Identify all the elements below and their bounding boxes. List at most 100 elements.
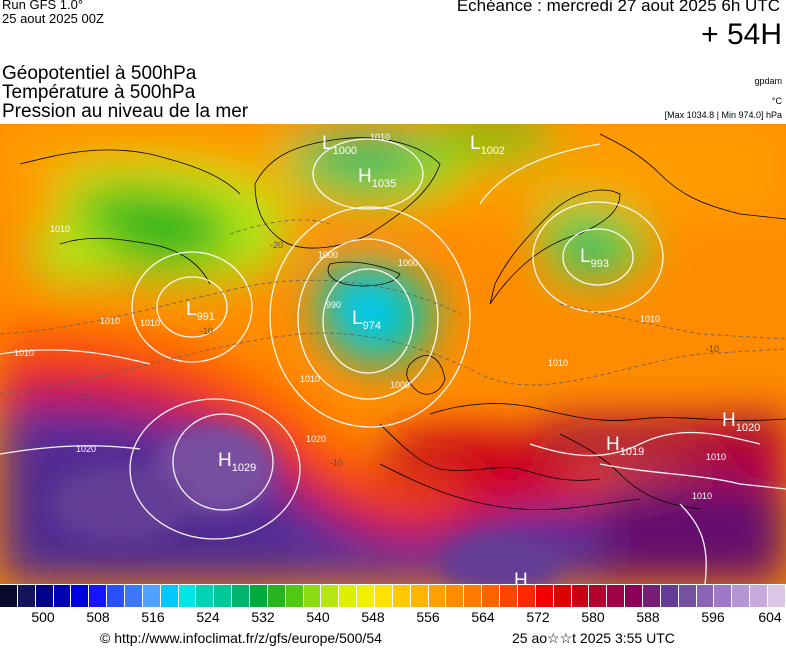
colorbar-tick-label: 556: [416, 609, 440, 625]
colorbar-cell: [750, 585, 768, 607]
isobar-label: 1010: [640, 314, 660, 324]
weather-map: L1000 L1002 H1035 L993 L991 L974 H1029 H1020 H10…: [0, 124, 786, 584]
colorbar-cell: [17, 585, 36, 607]
source-url: © http://www.infoclimat.fr/z/gfs/europe/…: [100, 630, 382, 646]
colorbar-cell: [428, 585, 447, 607]
colorbar-cell: [464, 585, 483, 607]
colorbar-cell: [714, 585, 733, 607]
isobar-label: 1010: [14, 348, 34, 358]
colorbar-cell: [214, 585, 233, 607]
run-date: 25 aout 2025 00Z: [2, 11, 104, 26]
colorbar-tick-label: 532: [251, 609, 275, 625]
colorbar-tick-label: 580: [581, 609, 605, 625]
isobar-label: 990: [326, 300, 341, 310]
isobar-label: 1010: [706, 452, 726, 462]
low-pressure-center: L991: [186, 299, 215, 323]
forecast-lead-time: + 54H: [701, 18, 782, 51]
colorbar-cell: [125, 585, 143, 607]
isotherm-label: -10: [706, 344, 719, 354]
low-pressure-center: L993: [580, 246, 609, 270]
colorbar-tick-label: 508: [86, 609, 110, 625]
colorbar-cell: [553, 585, 572, 607]
colorbar-cell: [660, 585, 679, 607]
isobar-label: 1010: [370, 132, 390, 142]
colorbar-cell: [517, 585, 536, 607]
forecast-valid-time: Echéance : mercredi 27 aout 2025 6h UTC: [456, 0, 780, 15]
coastlines: [19, 133, 786, 511]
isobar-label: 1010: [548, 358, 568, 368]
colorbar-tick-label: 500: [31, 609, 55, 625]
colorbar-cell: [232, 585, 251, 607]
high-pressure-center: H1020: [722, 410, 760, 434]
colorbar-tick-label: 548: [361, 609, 385, 625]
colorbar-cell: [303, 585, 322, 607]
colorbar-cell: [500, 585, 518, 607]
isobar-label: 1010: [50, 224, 70, 234]
colorbar-cell: [696, 585, 715, 607]
colorbar-cell: [107, 585, 126, 607]
high-pressure-center: H: [514, 570, 528, 584]
isobar-label: 1000: [398, 258, 418, 268]
isotherm-label: -20: [270, 240, 283, 250]
isobar-label: 1000: [390, 380, 410, 390]
unit-pressure-range: [Max 1034.8 | Min 974.0] hPa: [664, 110, 782, 120]
colorbar-cell: [0, 585, 18, 607]
colorbar-tick-label: 588: [636, 609, 660, 625]
colorbar-cell: [732, 585, 751, 607]
isobar-label: 1010: [100, 316, 120, 326]
colorbar-cell: [196, 585, 215, 607]
colorbar-tick-label: 524: [196, 609, 220, 625]
render-timestamp: 25 ao☆☆t 2025 3:55 UTC: [512, 630, 675, 646]
low-pressure-center: L974: [352, 308, 381, 332]
colorbar-cell: [642, 585, 661, 607]
title-pressure: Pression au niveau de la mer: [2, 101, 249, 122]
low-pressure-center: L1000: [322, 133, 357, 157]
colorbar-cell: [53, 585, 72, 607]
title-geopotential: Géopotentiel à 500hPa: [2, 63, 197, 84]
isotherm-label: -10: [330, 458, 343, 468]
run-label: Run GFS 1.0°: [2, 0, 84, 12]
title-temperature: Température à 500hPa: [2, 82, 196, 103]
colorbar-cell: [392, 585, 411, 607]
colorbar-labels: 500 508 516 524 532 540 548 556 564 572 580 588 596 6…: [0, 609, 786, 627]
colorbar-cell: [339, 585, 358, 607]
isotherm-label: -10: [200, 326, 213, 336]
colorbar-tick-label: 564: [471, 609, 495, 625]
colorbar-tick-label: 572: [526, 609, 550, 625]
colorbar-cell: [410, 585, 429, 607]
colorbar-cell: [267, 585, 286, 607]
colorbar-cell: [357, 585, 376, 607]
colorbar-cell: [767, 585, 786, 607]
high-pressure-center: H1035: [358, 166, 396, 190]
isobar-label: 1000: [318, 250, 338, 260]
colorbar-tick-label: 516: [141, 609, 165, 625]
colorbar-cell: [250, 585, 268, 607]
isobar-label: 1010: [140, 318, 160, 328]
high-pressure-center: H1019: [606, 434, 644, 458]
colorbar-cell: [589, 585, 608, 607]
isotherm-label: -10: [76, 392, 89, 402]
isobar-label: 1010: [692, 491, 712, 501]
colorbar-cell: [89, 585, 108, 607]
colorbar-cell: [71, 585, 90, 607]
isobar-label: 1020: [306, 434, 326, 444]
colorbar-cell: [446, 585, 465, 607]
colorbar-cell: [625, 585, 643, 607]
unit-celsius: °C: [771, 96, 782, 106]
low-pressure-center: L1002: [470, 133, 505, 157]
colorbar-cell: [535, 585, 554, 607]
colorbar-cell: [142, 585, 161, 607]
high-pressure-center: H1029: [218, 450, 256, 474]
isotherms: [0, 219, 786, 395]
colorbar-tick-label: 596: [701, 609, 725, 625]
unit-gpdam: gpdam: [754, 76, 782, 86]
colorbar-cell: [160, 585, 179, 607]
colorbar-cell: [482, 585, 501, 607]
isobar-label: 1020: [76, 444, 96, 454]
isobars: [0, 138, 786, 584]
colorbar-cell: [321, 585, 340, 607]
colorbar: [0, 585, 786, 607]
colorbar-cell: [375, 585, 393, 607]
colorbar-tick-label: 604: [758, 609, 782, 625]
colorbar-cell: [285, 585, 304, 607]
